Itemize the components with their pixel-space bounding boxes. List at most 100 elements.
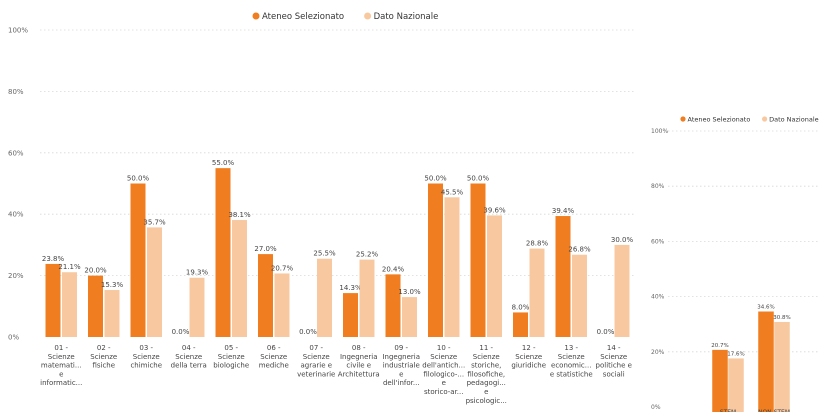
category-label: mediche [259,362,289,370]
data-label: 20.7% [711,343,728,349]
data-label: 30.0% [611,236,634,244]
data-label: 17.6% [727,351,744,357]
bar [258,254,273,337]
category-label: 11 - [479,344,493,352]
category-label: 10 - [437,344,451,352]
category-label: dell'antich... [422,362,465,370]
category-label: Scienze [48,353,75,361]
data-label: 23.8% [42,255,65,263]
data-label: 25.5% [313,250,336,258]
y-tick-label: 80% [651,183,665,190]
bar [343,293,358,337]
category-label: 08 - [352,344,366,352]
data-label: 50.0% [424,175,447,183]
y-tick-label: 0% [651,404,661,411]
data-label: 0.0% [299,328,317,336]
category-label: matemati... [41,362,82,370]
data-label: 30.8% [773,315,790,321]
category-label: Scienze [133,353,160,361]
category-label: 09 - [394,344,408,352]
bar [147,227,162,337]
category-label: e [484,388,488,396]
category-label: Scienze [90,353,117,361]
bar [572,254,587,337]
category-label: Scienze [473,353,500,361]
data-label: 15.3% [101,281,124,289]
category-label: e statistiche [550,370,593,378]
data-label: 27.0% [254,245,277,253]
data-label: 50.0% [127,175,150,183]
y-tick-label: 60% [651,238,665,245]
category-label: Scienze [430,353,457,361]
category-label: 04 - [182,344,196,352]
data-label: 0.0% [172,328,190,336]
category-label: giuridiche [511,362,546,370]
data-label: 28.8% [526,240,549,248]
category-label: STEM [720,409,736,412]
bar [189,277,205,337]
category-label: Scienze [600,353,627,361]
legend-marker [364,12,372,20]
bar [359,259,375,337]
category-label: 01 - [54,344,68,352]
category-label: veterinarie [297,370,335,378]
category-label: psicologic... [466,397,507,405]
category-label: 12 - [522,344,536,352]
category-label: Ingegneria [340,353,378,361]
data-label: 13.0% [398,288,421,296]
stem-chart: Ateneo Selezionato Dato Nazionale 0% 20% 40%… [651,116,820,412]
category-label: storico-ar... [424,388,463,396]
bar [614,244,630,337]
bar [712,349,728,412]
bar [232,220,247,337]
legend-marker [680,116,686,122]
category-label: 13 - [564,344,578,352]
legend-label: Dato Nazionale [769,116,819,124]
bar [104,290,120,337]
data-label: 19.3% [186,269,209,277]
bar [62,272,77,337]
category-label: NON STEM [758,409,790,412]
y-tick-label: 20% [8,272,24,280]
bar [274,273,290,337]
bar [513,312,528,337]
category-label: pedagogi... [467,379,506,387]
category-label: 05 - [224,344,238,352]
bar [45,263,61,337]
bar [402,297,417,337]
data-label: 26.8% [568,246,591,254]
data-label: 14.3% [339,284,362,292]
bar [444,197,460,337]
data-label: 20.4% [382,265,405,273]
data-label: 0.0% [597,328,615,336]
category-label: civile e [346,362,371,370]
category-label: agrarie e [300,362,332,370]
category-label: chimiche [130,362,162,370]
data-label: 34.6% [757,305,774,311]
category-label: fisiche [92,362,115,370]
bar [758,311,774,412]
bar [88,275,103,337]
y-tick-label: 80% [8,88,24,96]
category-label: 02 - [97,344,111,352]
bar [470,183,486,337]
legend-label: Ateneo Selezionato [262,12,344,22]
y-tick-label: 20% [651,349,665,356]
legend-label: Dato Nazionale [374,12,439,22]
category-label: Scienze [218,353,245,361]
category-label: informatic... [40,379,82,387]
bar [728,358,744,412]
category-label: della terra [171,362,207,370]
bar [215,168,231,337]
category-label: biologiche [213,362,249,370]
category-label: 07 - [309,344,323,352]
category-label: 14 - [607,344,621,352]
legend-label: Ateneo Selezionato [688,116,751,124]
bar [529,248,545,337]
y-tick-label: 40% [8,211,24,219]
bar [555,216,571,337]
data-label: 55.0% [212,159,235,167]
category-label: industriale [383,362,420,370]
category-label: filologico-... [423,370,464,378]
